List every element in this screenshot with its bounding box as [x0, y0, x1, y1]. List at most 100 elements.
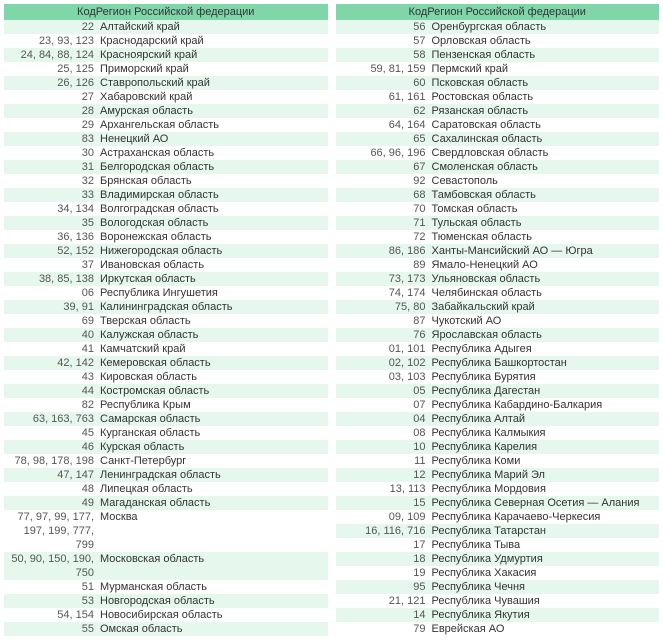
- table-row: 89Ямало-Ненецкий АО: [336, 258, 660, 272]
- code-cell: 62: [336, 104, 430, 118]
- region-cell: Пензенская область: [430, 48, 660, 62]
- code-cell: 32: [4, 174, 98, 188]
- code-cell: 01, 101: [336, 342, 430, 356]
- region-cell: Амурская область: [98, 104, 328, 118]
- region-cell: Иркутская область: [98, 272, 328, 286]
- code-cell: 35: [4, 216, 98, 230]
- region-cell: Калужская область: [98, 328, 328, 342]
- code-cell: 56: [336, 20, 430, 34]
- region-cell: Республика Дагестан: [430, 384, 660, 398]
- code-cell: 37: [4, 258, 98, 272]
- region-cell: Новосибирская область: [98, 608, 328, 622]
- region-cell: Костромская область: [98, 384, 328, 398]
- region-cell: Ханты-Мансийский АО — Югра: [430, 244, 660, 258]
- region-cell: Республика Марий Эл: [430, 468, 660, 482]
- code-cell: 04: [336, 412, 430, 426]
- region-cell: Мурманская область: [98, 580, 328, 594]
- region-cell: Республика Карелия: [430, 440, 660, 454]
- table-row: 10Республика Карелия: [336, 440, 660, 454]
- code-cell: 43: [4, 370, 98, 384]
- code-cell: 45: [4, 426, 98, 440]
- code-cell: 73, 173: [336, 272, 430, 286]
- code-cell: 87: [336, 314, 430, 328]
- table-row: 82Республика Крым: [4, 398, 328, 412]
- region-cell: Камчатский край: [98, 342, 328, 356]
- region-cell: Республика Ингушетия: [98, 286, 328, 300]
- code-cell: 13, 113: [336, 482, 430, 496]
- code-cell: 64, 164: [336, 118, 430, 132]
- table-row: 92Севастополь: [336, 174, 660, 188]
- table-row: 87Чукотский АО: [336, 314, 660, 328]
- region-cell: Приморский край: [98, 62, 328, 76]
- code-cell: 71: [336, 216, 430, 230]
- code-cell: 95: [336, 580, 430, 594]
- table-row: 37Ивановская область: [4, 258, 328, 272]
- table-row: 79Еврейская АО: [336, 622, 660, 636]
- region-cell: Еврейская АО: [430, 622, 660, 636]
- code-cell: 54, 154: [4, 608, 98, 622]
- region-cell: Республика Алтай: [430, 412, 660, 426]
- table-row: 34, 134Волгоградская область: [4, 202, 328, 216]
- code-cell: 79: [336, 622, 430, 636]
- table-row: 73, 173Ульяновская область: [336, 272, 660, 286]
- code-cell: 49: [4, 496, 98, 510]
- table-row: 57Орловская область: [336, 34, 660, 48]
- table-row: 60Псковская область: [336, 76, 660, 90]
- table-row: 18Республика Удмуртия: [336, 552, 660, 566]
- code-cell: 51: [4, 580, 98, 594]
- table-row: 15Республика Северная Осетия — Алания: [336, 496, 660, 510]
- region-cell: Ленинградская область: [98, 468, 328, 482]
- code-cell: 59, 81, 159: [336, 62, 430, 76]
- code-cell: 78, 98, 178, 198: [4, 454, 98, 468]
- region-cell: Омская область: [98, 622, 328, 636]
- code-cell: 27: [4, 90, 98, 104]
- region-cell: Курганская область: [98, 426, 328, 440]
- table-row: 04Республика Алтай: [336, 412, 660, 426]
- region-cell: Белгородская область: [98, 160, 328, 174]
- table-row: 75, 80Забайкальский край: [336, 300, 660, 314]
- code-cell: 82: [4, 398, 98, 412]
- table-row: 08Республика Калмыкия: [336, 426, 660, 440]
- region-cell: Нижегородская область: [98, 244, 328, 258]
- right-header: КодРегион Российской федерации: [336, 4, 660, 20]
- code-cell: 15: [336, 496, 430, 510]
- table-row: 78, 98, 178, 198Санкт-Петербург: [4, 454, 328, 468]
- region-cell: Липецкая область: [98, 482, 328, 496]
- code-cell: 28: [4, 104, 98, 118]
- region-cell: Республика Башкортостан: [430, 356, 660, 370]
- table-row: 23, 93, 123Краснодарский край: [4, 34, 328, 48]
- code-cell: 38, 85, 138: [4, 272, 98, 286]
- code-cell: 06: [4, 286, 98, 300]
- code-cell: 55: [4, 622, 98, 636]
- table-row: 31Белгородская область: [4, 160, 328, 174]
- table-row: 56Оренбургская область: [336, 20, 660, 34]
- region-cell: Тюменская область: [430, 230, 660, 244]
- table-row: 09, 109Республика Карачаево-Черкесия: [336, 510, 660, 524]
- code-cell: 47, 147: [4, 468, 98, 482]
- table-row: 72Тюменская область: [336, 230, 660, 244]
- region-cell: Курская область: [98, 440, 328, 454]
- region-cell: Рязанская область: [430, 104, 660, 118]
- region-cell: Красноярский край: [98, 48, 328, 62]
- table-row: 27Хабаровский край: [4, 90, 328, 104]
- code-cell: 14: [336, 608, 430, 622]
- code-cell: 02, 102: [336, 356, 430, 370]
- code-cell: 46: [4, 440, 98, 454]
- code-cell: 86, 186: [336, 244, 430, 258]
- table-row: 19Республика Хакасия: [336, 566, 660, 580]
- region-cell: Ивановская область: [98, 258, 328, 272]
- table-row: 71Тульская область: [336, 216, 660, 230]
- region-cell: Республика Крым: [98, 398, 328, 412]
- code-cell: 29: [4, 118, 98, 132]
- region-cell: Республика Калмыкия: [430, 426, 660, 440]
- region-cell: Ульяновская область: [430, 272, 660, 286]
- region-cell: Алтайский край: [98, 20, 328, 34]
- region-cell: Москва: [98, 510, 328, 552]
- table-row: 26, 126Ставропольский край: [4, 76, 328, 90]
- table-row: 67Смоленская область: [336, 160, 660, 174]
- table-row: 07Республика Кабардино-Балкария: [336, 398, 660, 412]
- region-cell: Республика Бурятия: [430, 370, 660, 384]
- tables-wrapper: КодРегион Российской федерации 22Алтайск…: [4, 4, 659, 636]
- table-row: 64, 164Саратовская область: [336, 118, 660, 132]
- region-cell: Томская область: [430, 202, 660, 216]
